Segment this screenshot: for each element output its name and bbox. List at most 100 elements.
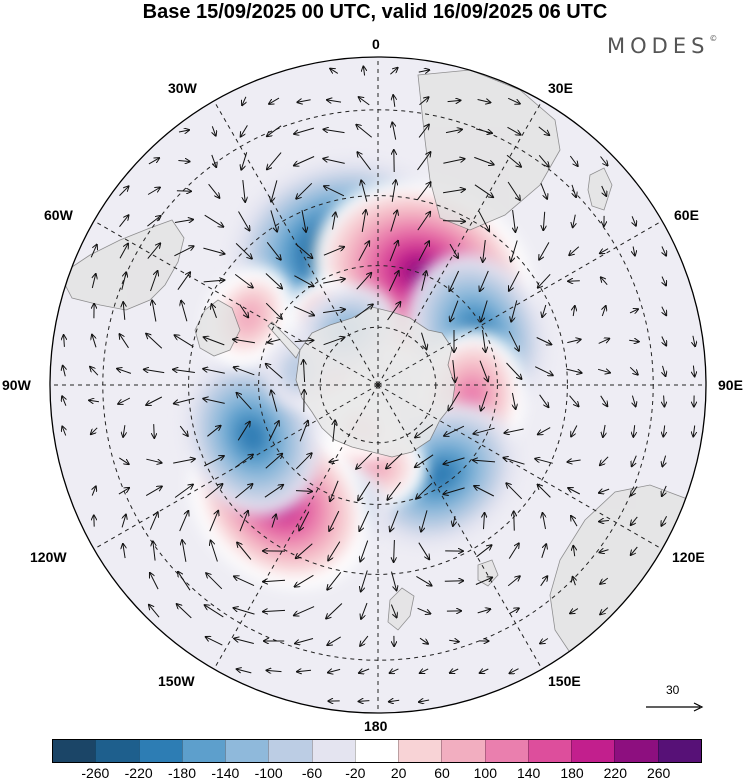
wind-arrow [483, 330, 486, 352]
wind-arrow [294, 275, 313, 287]
wind-arrow [601, 185, 607, 196]
wind-arrow [662, 306, 666, 316]
wind-arrow [294, 127, 315, 134]
lon-label-90w: 90W [2, 377, 31, 393]
wind-arrow [234, 455, 253, 468]
wind-arrow [149, 605, 160, 618]
map-title: Base 15/09/2025 00 UTC, valid 16/09/2025… [142, 1, 608, 23]
colorbar-swatch [484, 740, 528, 762]
wind-arrow [323, 247, 344, 256]
meridian-line [377, 384, 558, 696]
wind-arrow [271, 390, 278, 412]
wind-arrow [265, 302, 282, 319]
wind-arrow [212, 126, 215, 135]
wind-arrow [540, 183, 547, 199]
wind-arrow [299, 511, 310, 531]
wind-arrow [416, 182, 430, 201]
wind-arrow [267, 152, 282, 170]
wind-arrow [450, 669, 459, 673]
wind-arrow [90, 367, 99, 376]
wind-arrow [294, 340, 314, 341]
wind-arrow [174, 220, 193, 223]
wind-arrow [389, 241, 398, 262]
wind-arrow [543, 513, 546, 530]
wind-arrow [153, 541, 155, 561]
wind-arrow [297, 670, 312, 671]
wind-arrow [390, 510, 399, 532]
wind-arrow [474, 486, 495, 497]
wind-arrow [631, 516, 638, 525]
wind-arrow [662, 276, 666, 286]
wind-arrow [571, 425, 578, 437]
new-zealand [387, 587, 415, 631]
wind-arrow [204, 337, 225, 346]
wind-arrow [573, 306, 575, 317]
wind-arrow [419, 637, 428, 644]
wind-arrow [205, 484, 223, 499]
wind-arrow [211, 541, 218, 562]
wind-arrow [121, 272, 126, 290]
wind-arrow [483, 240, 486, 262]
wind-arrow [392, 122, 395, 140]
wind-arrow [297, 100, 311, 103]
wind-arrow [178, 161, 189, 162]
lon-label-60e: 60E [674, 207, 699, 223]
wind-arrow [633, 425, 634, 437]
colorbar-swatch [398, 740, 442, 762]
wind-arrow [417, 152, 431, 171]
wind-arrow [573, 546, 574, 557]
wind-arrow [182, 540, 187, 562]
wind-arrow [449, 640, 459, 642]
colorbar-swatch [53, 740, 96, 762]
wind-arrow [119, 457, 128, 464]
lon-label-120e: 120E [672, 549, 705, 565]
wind-arrow [663, 365, 666, 376]
lon-label-90e: 90E [718, 377, 743, 393]
wind-arrow [417, 212, 430, 231]
wind-arrow [631, 546, 638, 555]
wind-arrow [662, 336, 666, 346]
colorbar-tick-label: -180 [167, 765, 197, 781]
logo-text: MODES [607, 34, 710, 58]
wind-arrow [92, 486, 96, 496]
colorbar [52, 739, 702, 763]
wind-arrow [510, 668, 519, 674]
wind-arrow [629, 309, 638, 313]
wind-arrow [504, 428, 524, 433]
wind-arrow [600, 249, 609, 254]
wind-arrow [323, 309, 345, 314]
wind-arrow [633, 246, 635, 256]
wind-arrow [629, 366, 638, 374]
wind-arrow [450, 300, 459, 322]
wind-arrow [176, 191, 191, 192]
wind-arrow [538, 485, 551, 498]
wind-arrow [327, 636, 341, 645]
colorbar-tick-label: 20 [390, 765, 407, 781]
wind-arrow [178, 130, 189, 132]
wind-arrow [480, 270, 489, 291]
colorbar-swatch [181, 740, 226, 762]
wind-arrow [664, 395, 665, 407]
wind-arrow [358, 241, 369, 261]
wind-arrow [416, 575, 431, 585]
wind-arrow [509, 270, 520, 291]
wind-arrow [535, 459, 553, 464]
wind-arrow [600, 577, 609, 584]
wind-arrow [473, 460, 496, 462]
wind-arrow [119, 215, 129, 228]
logo-mark: © [709, 34, 718, 43]
wind-arrow [212, 304, 217, 318]
wind-arrow [178, 572, 191, 591]
wind-arrow [234, 639, 254, 644]
wind-arrow [333, 420, 335, 442]
wind-arrow [512, 392, 515, 409]
wind-arrow [477, 609, 491, 613]
wind-arrow [568, 488, 581, 495]
vector-reference-arrow [646, 702, 704, 712]
wind-arrow [443, 159, 464, 164]
lon-label-150w: 150W [158, 673, 195, 689]
wind-arrow [514, 511, 515, 531]
map-boundary [49, 56, 707, 714]
wind-arrow [481, 300, 488, 322]
wind-arrow [421, 271, 427, 291]
